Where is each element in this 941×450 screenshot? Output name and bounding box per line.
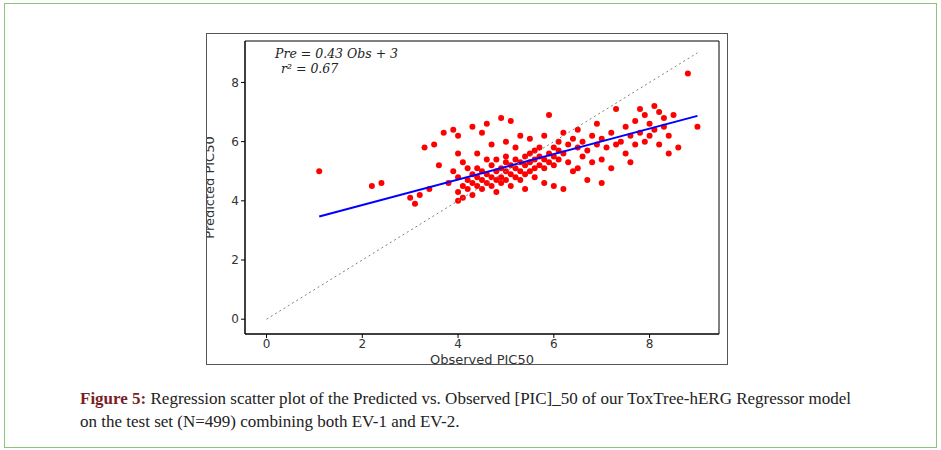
html-text:r² = 0.67: r² = 0.67	[281, 61, 339, 76]
svg-text:2: 2	[231, 253, 239, 267]
svg-text:Predicted PIC50: Predicted PIC50	[207, 136, 217, 238]
html-text:Figure 5: Regression scatter p: Figure 5: Regression scatter plot of the…	[80, 389, 851, 431]
svg-text:6: 6	[550, 337, 558, 351]
html-text:Pre = 0.43 Obs + 3: Pre = 0.43 Obs + 3	[275, 46, 398, 61]
svg-text:4: 4	[454, 337, 462, 351]
svg-text:8: 8	[231, 76, 239, 90]
svg-text:0: 0	[263, 337, 271, 351]
svg-text:8: 8	[646, 337, 654, 351]
svg-text:Observed PIC50: Observed PIC50	[430, 352, 534, 364]
svg-text:6: 6	[231, 135, 239, 149]
svg-text:2: 2	[358, 337, 366, 351]
svg-text:0: 0	[231, 312, 239, 326]
svg-text:4: 4	[231, 194, 239, 208]
